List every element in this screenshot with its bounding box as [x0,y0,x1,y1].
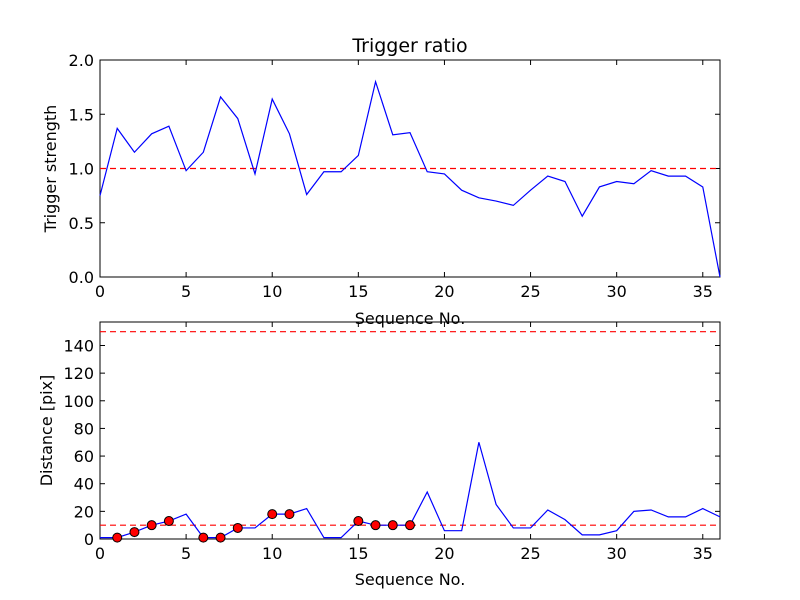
reference-lines [100,331,720,526]
y-tick-label: 0.5 [69,214,94,233]
x-tick-label: 10 [262,282,282,301]
x-tick-label: 0 [95,282,105,301]
marker-point [353,516,364,527]
x-tick-label: 25 [520,544,540,563]
y-tick-label: 100 [63,392,94,411]
axis-ticks: 0 5 10 15 20 25 30 35 0 20 40 60 80 100 120 140 [63,322,720,563]
series-lines [99,79,721,278]
y-tick-label: 0.0 [69,268,94,287]
chart-title: Trigger ratio [351,35,467,57]
y-tick-label: 80 [74,419,94,438]
marker-point [129,527,140,538]
x-tick-label: 10 [262,544,282,563]
marker-point [215,532,226,543]
marker-point [267,509,278,520]
marker-point [370,520,381,531]
marker-point [405,520,415,531]
marker-point [198,532,209,543]
y-tick-label: 1.0 [69,160,94,179]
marker-point [146,520,157,531]
marker-point [284,509,295,520]
x-tick-label: 35 [693,544,713,563]
y-tick-label: 60 [74,447,94,466]
distance-chart: 0 5 10 15 20 25 30 35 0 20 40 60 80 100 120 140 Sequenc… [37,321,721,589]
trigger-ratio-chart: Trigger ratio 0 5 10 15 20 25 30 35 0.0 0.5 1.0 1.5… [41,35,721,328]
x-tick-label: 25 [520,282,540,301]
x-tick-label: 30 [606,282,626,301]
axis-ticks: 0 5 10 15 20 25 30 35 0.0 0.5 1.0 1.5 2.0 [69,51,720,301]
y-tick-label: 120 [63,364,94,383]
y-axis-label: Distance [pix] [37,375,56,487]
marker-point [112,532,123,543]
x-tick-label: 20 [434,544,454,563]
y-tick-label: 20 [74,502,94,521]
x-tick-label: 20 [434,282,454,301]
marker-point [387,520,398,531]
x-axis-label: Sequence No. [355,309,466,328]
x-tick-label: 5 [181,544,191,563]
x-tick-label: 0 [95,544,105,563]
x-tick-label: 15 [348,544,368,563]
marker-point [163,516,174,527]
y-tick-label: 0 [84,530,94,549]
x-tick-label: 30 [606,544,626,563]
y-tick-label: 40 [74,475,94,494]
x-axis-label: Sequence No. [355,570,466,589]
y-axis-label: Trigger strength [41,105,60,234]
x-tick-label: 35 [693,282,713,301]
plot-frame [99,321,721,540]
x-tick-label: 15 [348,282,368,301]
flagged-markers [112,509,415,543]
y-tick-label: 2.0 [69,51,94,70]
series-line [99,79,721,278]
y-tick-label: 1.5 [69,105,94,124]
y-tick-label: 140 [63,336,94,355]
marker-point [232,522,243,533]
x-tick-label: 5 [181,282,191,301]
